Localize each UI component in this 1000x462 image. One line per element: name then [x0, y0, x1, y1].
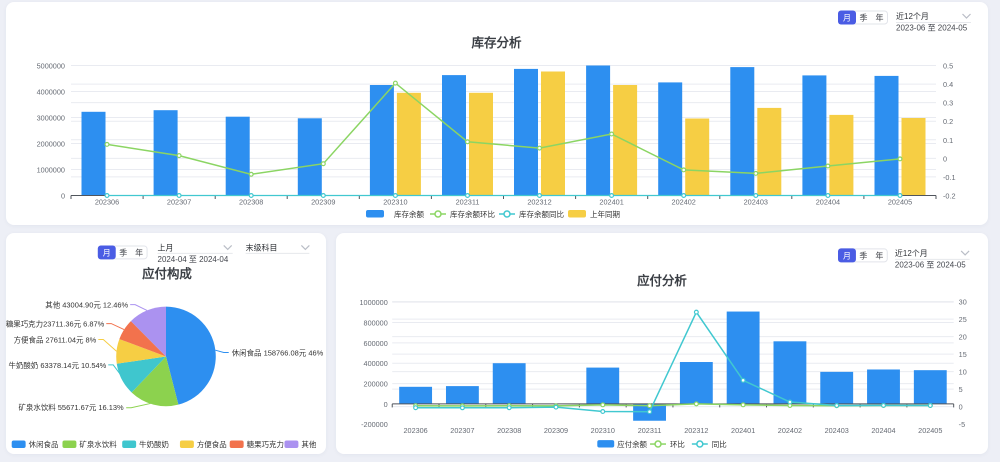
svg-text:休闲食品 158766.08元 46%: 休闲食品 158766.08元 46%: [232, 347, 324, 357]
svg-text:2023-06 至 2024-05: 2023-06 至 2024-05: [896, 24, 968, 33]
svg-text:202308: 202308: [239, 198, 263, 207]
svg-text:202405: 202405: [918, 426, 942, 435]
svg-text:库存余额环比: 库存余额环比: [450, 209, 495, 219]
svg-text:20: 20: [959, 333, 967, 342]
svg-text:202405: 202405: [888, 198, 912, 207]
svg-text:202403: 202403: [825, 426, 849, 435]
svg-text:30: 30: [959, 298, 967, 307]
svg-text:库存余额同比: 库存余额同比: [519, 209, 564, 219]
svg-text:月: 月: [103, 248, 111, 257]
svg-text:牛奶酸奶: 牛奶酸奶: [139, 439, 169, 449]
svg-text:同比: 同比: [712, 439, 727, 449]
svg-text:-0.2: -0.2: [943, 192, 956, 201]
svg-text:休闲食品: 休闲食品: [29, 439, 59, 449]
svg-text:202401: 202401: [599, 198, 623, 207]
svg-text:2000000: 2000000: [37, 140, 65, 149]
svg-text:年: 年: [876, 13, 884, 23]
svg-text:近12个月: 近12个月: [895, 248, 928, 258]
svg-text:矿泉水饮料 55671.67元 16.13%: 矿泉水饮料 55671.67元 16.13%: [18, 402, 124, 412]
svg-text:202306: 202306: [95, 198, 119, 207]
svg-text:0.2: 0.2: [943, 117, 953, 126]
svg-text:202311: 202311: [456, 198, 480, 207]
svg-text:月: 月: [843, 14, 851, 23]
svg-text:202308: 202308: [497, 426, 521, 435]
svg-text:600000: 600000: [364, 339, 388, 348]
svg-text:牛奶酸奶 63378.14元 10.54%: 牛奶酸奶 63378.14元 10.54%: [8, 360, 106, 370]
svg-text:季: 季: [860, 13, 868, 23]
svg-text:202307: 202307: [450, 426, 474, 435]
svg-text:10: 10: [959, 368, 967, 377]
svg-text:202404: 202404: [871, 426, 895, 435]
svg-text:年: 年: [875, 250, 883, 260]
svg-text:1000000: 1000000: [360, 298, 388, 307]
svg-text:库存分析: 库存分析: [471, 35, 522, 50]
svg-text:202401: 202401: [731, 426, 755, 435]
svg-text:202312: 202312: [527, 198, 551, 207]
svg-text:糖果巧克力23711.36元 6.87%: 糖果巧克力23711.36元 6.87%: [6, 319, 105, 329]
svg-text:800000: 800000: [364, 318, 388, 327]
svg-text:季: 季: [119, 247, 127, 257]
svg-text:0: 0: [384, 400, 388, 409]
svg-text:上年同期: 上年同期: [590, 209, 620, 219]
svg-text:末级科目: 末级科目: [246, 242, 278, 252]
svg-text:202309: 202309: [544, 426, 568, 435]
svg-text:202402: 202402: [672, 198, 696, 207]
svg-text:上月: 上月: [158, 243, 174, 252]
svg-text:0.3: 0.3: [943, 99, 953, 108]
svg-text:方便食品 27611.04元 8%: 方便食品 27611.04元 8%: [14, 335, 97, 345]
svg-text:年: 年: [135, 247, 143, 257]
svg-text:202307: 202307: [167, 198, 191, 207]
svg-text:库存余额: 库存余额: [394, 209, 424, 219]
svg-text:5000000: 5000000: [37, 62, 65, 71]
svg-text:0.1: 0.1: [943, 136, 953, 145]
svg-text:月: 月: [843, 251, 851, 260]
svg-text:3000000: 3000000: [37, 114, 65, 123]
svg-text:应付余额: 应付余额: [617, 439, 647, 449]
svg-text:202310: 202310: [383, 198, 407, 207]
svg-text:0: 0: [959, 403, 963, 412]
svg-text:202311: 202311: [638, 426, 662, 435]
svg-text:近12个月: 近12个月: [896, 11, 929, 21]
svg-text:0: 0: [943, 154, 947, 163]
svg-text:25: 25: [959, 315, 967, 324]
svg-text:其他 43004.90元 12.46%: 其他 43004.90元 12.46%: [45, 300, 128, 310]
svg-text:矿泉水饮料: 矿泉水饮料: [79, 439, 117, 449]
svg-text:4000000: 4000000: [37, 88, 65, 97]
svg-text:其他: 其他: [301, 439, 316, 449]
svg-text:200000: 200000: [364, 380, 388, 389]
svg-text:400000: 400000: [364, 359, 388, 368]
svg-text:2023-06 至 2024-05: 2023-06 至 2024-05: [895, 260, 966, 269]
svg-text:202306: 202306: [404, 426, 428, 435]
svg-text:2024-04 至 2024-04: 2024-04 至 2024-04: [158, 255, 229, 264]
svg-text:0: 0: [61, 192, 65, 201]
svg-text:1000000: 1000000: [37, 166, 65, 175]
svg-text:202309: 202309: [311, 198, 335, 207]
svg-text:环比: 环比: [670, 439, 685, 449]
svg-text:方便食品: 方便食品: [197, 439, 227, 449]
svg-text:应付构成: 应付构成: [142, 266, 192, 281]
svg-text:202404: 202404: [816, 198, 840, 207]
svg-text:季: 季: [859, 250, 867, 260]
svg-text:应付分析: 应付分析: [637, 273, 687, 288]
svg-text:202312: 202312: [684, 426, 708, 435]
svg-text:-5: -5: [959, 420, 965, 429]
svg-text:15: 15: [959, 350, 967, 359]
svg-text:202403: 202403: [744, 198, 768, 207]
svg-text:5: 5: [959, 385, 963, 394]
svg-text:0.4: 0.4: [943, 80, 953, 89]
svg-text:-200000: -200000: [361, 420, 388, 429]
svg-text:202310: 202310: [591, 426, 615, 435]
svg-text:202402: 202402: [778, 426, 802, 435]
svg-text:-0.1: -0.1: [943, 173, 956, 182]
svg-text:糖果巧克力: 糖果巧克力: [247, 439, 284, 449]
svg-text:0.5: 0.5: [943, 62, 953, 71]
